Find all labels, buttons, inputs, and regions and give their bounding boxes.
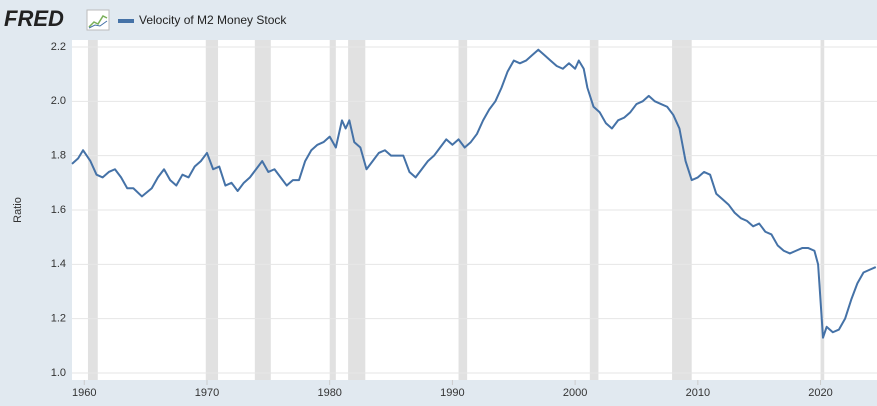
x-tick-label: 2000 <box>563 387 587 399</box>
x-tick-label: 1960 <box>72 387 96 399</box>
legend-label: Velocity of M2 Money Stock <box>139 13 287 27</box>
y-tick-label: 1.4 <box>51 258 66 270</box>
y-tick-label: 1.6 <box>51 204 66 216</box>
x-tick-label: 1970 <box>195 387 219 399</box>
y-tick-label: 1.2 <box>51 313 66 325</box>
y-tick-label: 1.0 <box>51 367 66 379</box>
series-line <box>71 48 877 339</box>
logo-icon <box>86 9 110 31</box>
y-tick-label: 1.8 <box>51 150 66 162</box>
logo: FRED <box>4 6 64 31</box>
y-tick-label: 2.0 <box>51 95 66 107</box>
x-tick-label: 1980 <box>317 387 341 399</box>
y-tick-label: 2.2 <box>51 41 66 53</box>
y-axis-label: Ratio <box>12 197 24 223</box>
x-tick-label: 2020 <box>808 387 832 399</box>
x-tick-label: 2010 <box>686 387 710 399</box>
x-tick-label: 1990 <box>440 387 464 399</box>
